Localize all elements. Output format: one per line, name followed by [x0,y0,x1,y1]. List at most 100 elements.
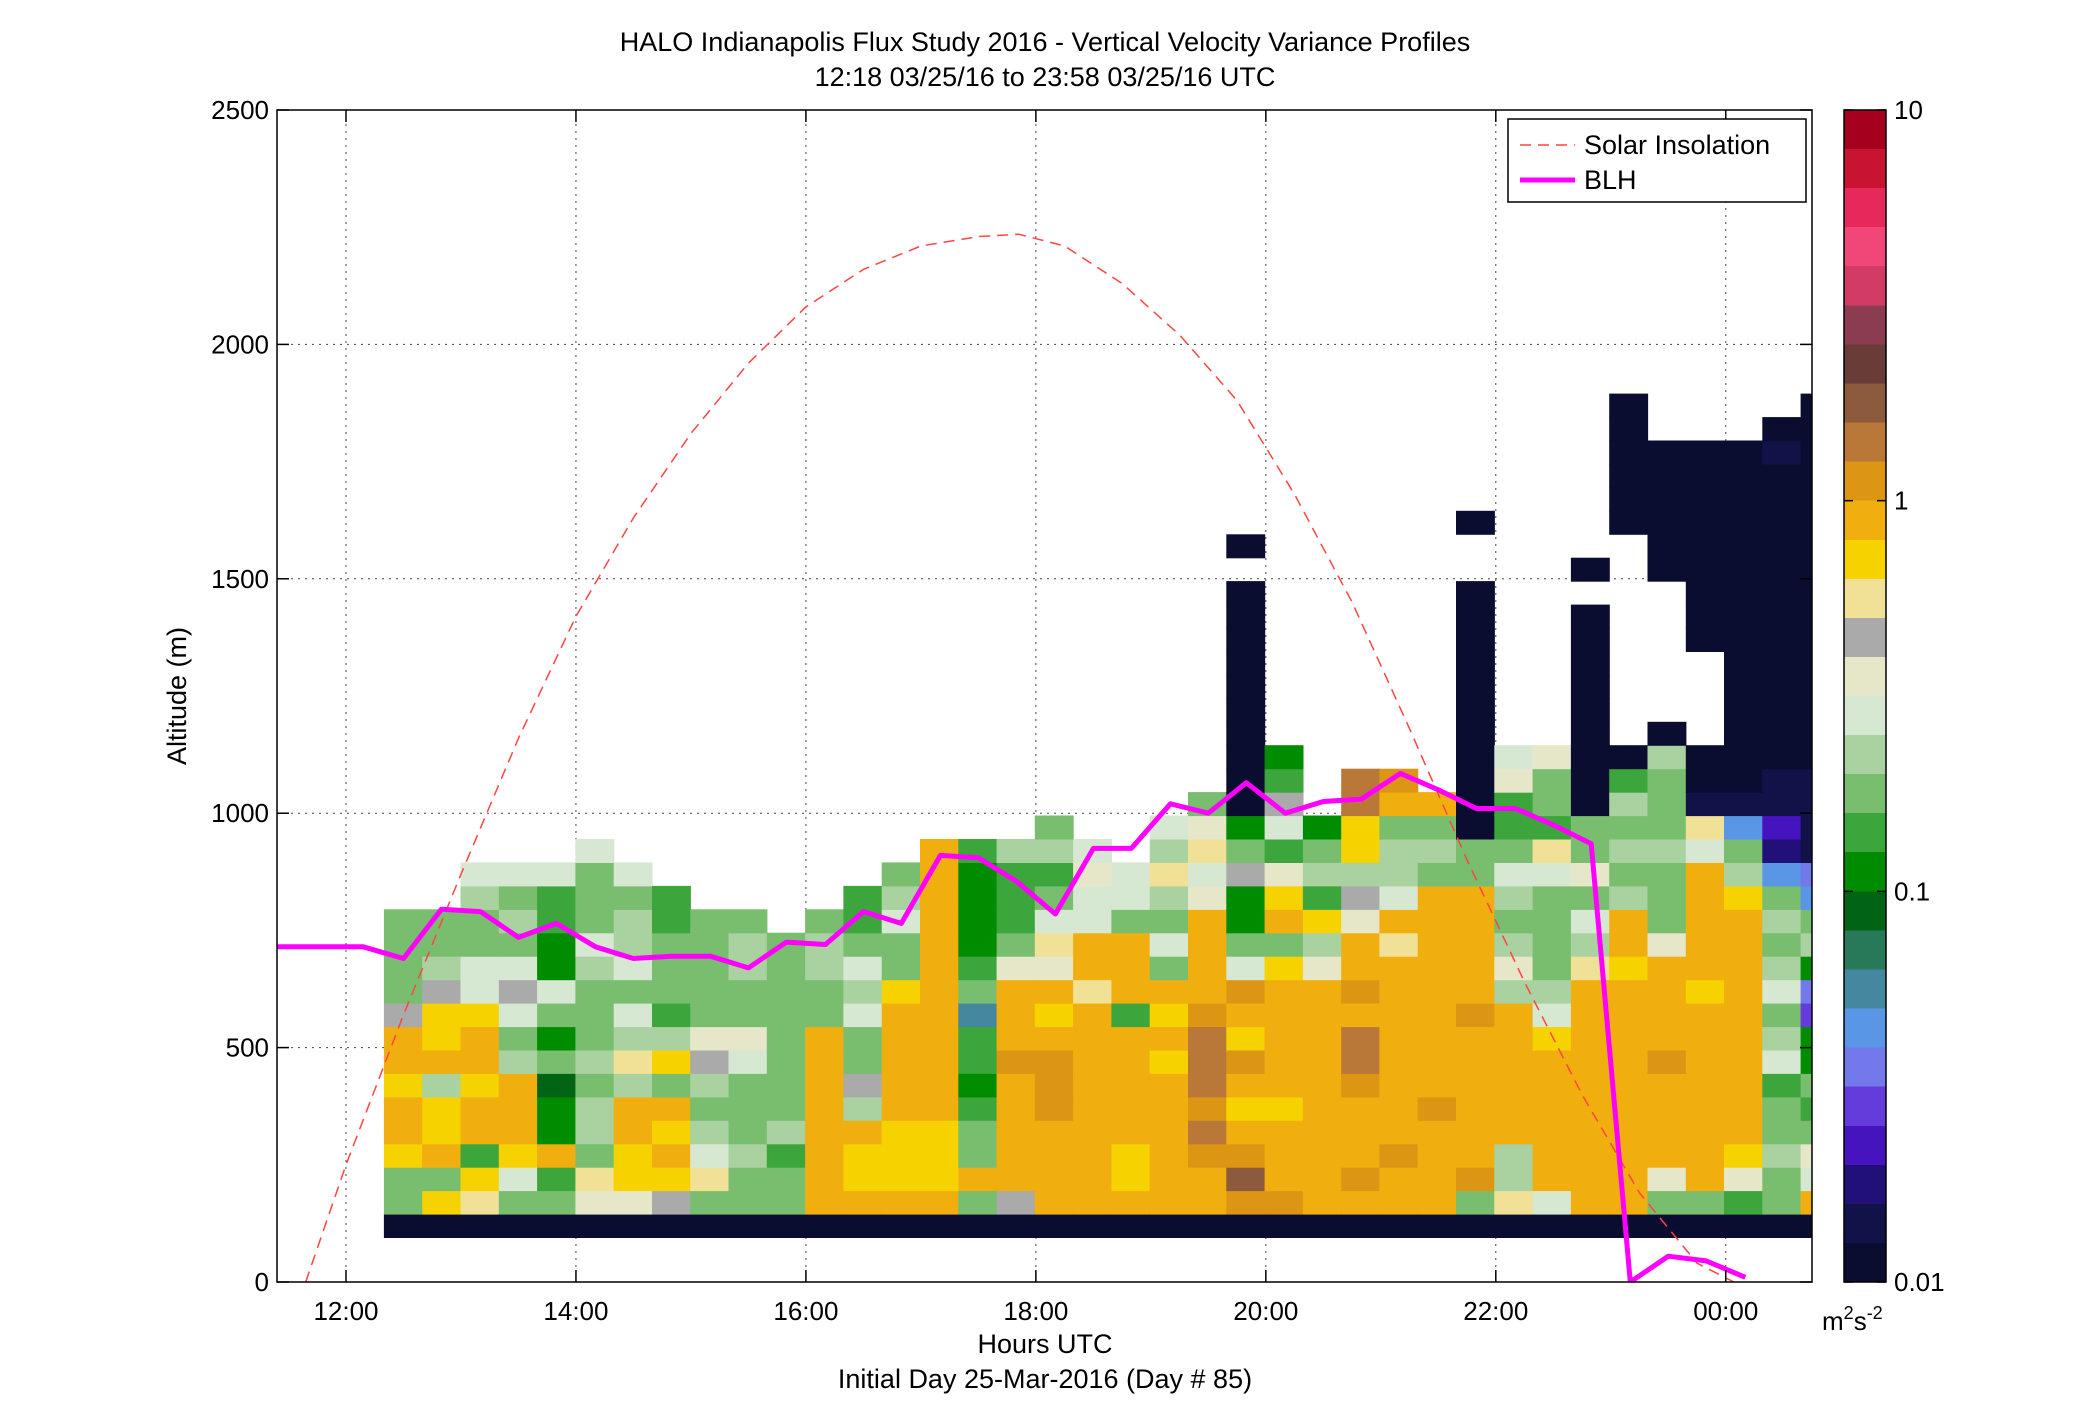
heatmap-cell-34-18 [1685,792,1725,817]
heatmap-cell-37-27 [1800,581,1812,606]
heatmap-cell-4-8 [537,1026,576,1051]
heatmap-cell-35-33 [1724,440,1763,465]
heatmap-cell-2-7 [460,1049,500,1074]
heatmap-cell-30-11 [1532,956,1572,981]
heatmap-cell-5-1 [575,1190,615,1215]
heatmap-cell-35-15 [1724,862,1763,887]
heatmap-cell-13-0 [881,1214,921,1238]
heatmap-cell-19-7 [1111,1049,1151,1074]
heatmap-cell-37-31 [1800,487,1812,512]
heatmap-cell-6-3 [613,1143,653,1168]
heatmap-cell-35-28 [1724,557,1763,582]
heatmap-cell-16-5 [996,1096,1036,1121]
heatmap-cell-3-4 [498,1120,538,1145]
heatmap-cell-37-12 [1800,932,1812,957]
heatmap-cell-8-4 [690,1120,730,1145]
heatmap-cell-23-15 [1264,862,1304,887]
heatmap-cell-14-10 [920,979,959,1004]
heatmap-cell-4-14 [537,885,576,910]
heatmap-cell-12-10 [843,979,883,1004]
heatmap-cell-9-0 [728,1214,768,1238]
heatmap-cell-32-32 [1609,463,1649,488]
heatmap-cell-37-0 [1800,1214,1812,1238]
heatmap-cell-22-17 [1226,815,1266,840]
heatmap-cell-13-7 [881,1049,921,1074]
heatmap-cell-24-15 [1302,862,1342,887]
heatmap-cell-27-0 [1417,1214,1457,1238]
heatmap-cell-33-7 [1647,1049,1687,1074]
heatmap-cell-21-12 [1188,932,1227,957]
heatmap-cell-23-10 [1264,979,1304,1004]
heatmap-cell-20-12 [1149,932,1189,957]
heatmap-cell-12-11 [843,956,883,981]
heatmap-cell-29-17 [1494,815,1534,840]
heatmap-cell-15-1 [958,1190,998,1215]
heatmap-cell-19-12 [1111,932,1151,957]
heatmap-cell-32-11 [1609,956,1649,981]
heatmap-cell-36-31 [1762,487,1802,512]
heatmap-cell-20-0 [1149,1214,1189,1238]
heatmap-cell-37-5 [1800,1096,1812,1121]
heatmap-cell-25-15 [1341,862,1381,887]
heatmap-cell-3-1 [498,1190,538,1215]
heatmap-cell-33-21 [1647,721,1687,746]
heatmap-cell-1-6 [422,1073,462,1098]
heatmap-cell-12-9 [843,1003,883,1028]
heatmap-cell-25-11 [1341,956,1381,981]
heatmap-cell-23-4 [1264,1120,1304,1145]
heatmap-cell-35-24 [1724,651,1763,676]
x-tick-label-6: 00:00 [1693,1296,1758,1326]
heatmap-cell-34-27 [1685,581,1725,606]
heatmap-cell-16-16 [996,839,1036,863]
heatmap-cell-5-3 [575,1143,615,1168]
heatmap-cell-20-6 [1149,1073,1189,1098]
heatmap-cell-37-14 [1800,885,1812,910]
heatmap-cell-6-14 [613,885,653,910]
heatmap-cell-13-2 [881,1167,921,1192]
heatmap-cell-14-12 [920,932,959,957]
heatmap-cell-35-27 [1724,581,1763,606]
heatmap-cell-26-2 [1379,1167,1419,1192]
colorbar-tick-label-2: 1 [1894,486,1908,516]
heatmap-cell-28-12 [1456,932,1495,957]
heatmap-cell-25-18 [1341,792,1381,817]
heatmap-cell-23-2 [1264,1167,1304,1192]
heatmap-cell-36-6 [1762,1073,1802,1098]
heatmap-cell-6-10 [613,979,653,1004]
heatmap-cell-36-17 [1762,815,1802,840]
heatmap-cell-21-1 [1188,1190,1227,1215]
heatmap-cell-0-1 [383,1190,423,1215]
heatmap-cell-7-6 [652,1073,691,1098]
heatmap-cell-33-9 [1647,1003,1687,1028]
heatmap-cell-31-23 [1570,674,1610,699]
heatmap-cell-4-0 [537,1214,576,1238]
heatmap-cell-10-10 [766,979,806,1004]
heatmap-cell-13-6 [881,1073,921,1098]
heatmap-cell-37-28 [1800,557,1812,582]
heatmap-cell-36-5 [1762,1096,1802,1121]
heatmap-cell-23-11 [1264,956,1304,981]
heatmap-cell-21-10 [1188,979,1227,1004]
heatmap-cell-31-5 [1570,1096,1610,1121]
heatmap-cell-18-3 [1073,1143,1112,1168]
heatmap-cell-12-6 [843,1073,883,1098]
heatmap-cell-28-30 [1456,510,1495,535]
heatmap-cell-37-32 [1800,463,1812,488]
heatmap-cell-33-29 [1647,534,1687,559]
x-tick-label-0: 12:00 [313,1296,378,1326]
heatmap-cell-3-15 [498,862,538,887]
heatmap-cell-13-9 [881,1003,921,1028]
heatmap-cell-28-5 [1456,1096,1495,1121]
heatmap-cell-26-4 [1379,1120,1419,1145]
heatmap-cell-23-12 [1264,932,1304,957]
heatmap-cell-28-13 [1456,909,1495,934]
heatmap-cell-6-9 [613,1003,653,1028]
heatmap-cell-20-14 [1149,885,1189,910]
heatmap-cell-18-12 [1073,932,1112,957]
heatmap-cell-30-16 [1532,839,1572,863]
heatmap-cell-35-4 [1724,1120,1763,1145]
heatmap-cell-30-4 [1532,1120,1572,1145]
heatmap-cell-1-11 [422,956,462,981]
heatmap-cell-36-1 [1762,1190,1802,1215]
heatmap-cell-18-7 [1073,1049,1112,1074]
